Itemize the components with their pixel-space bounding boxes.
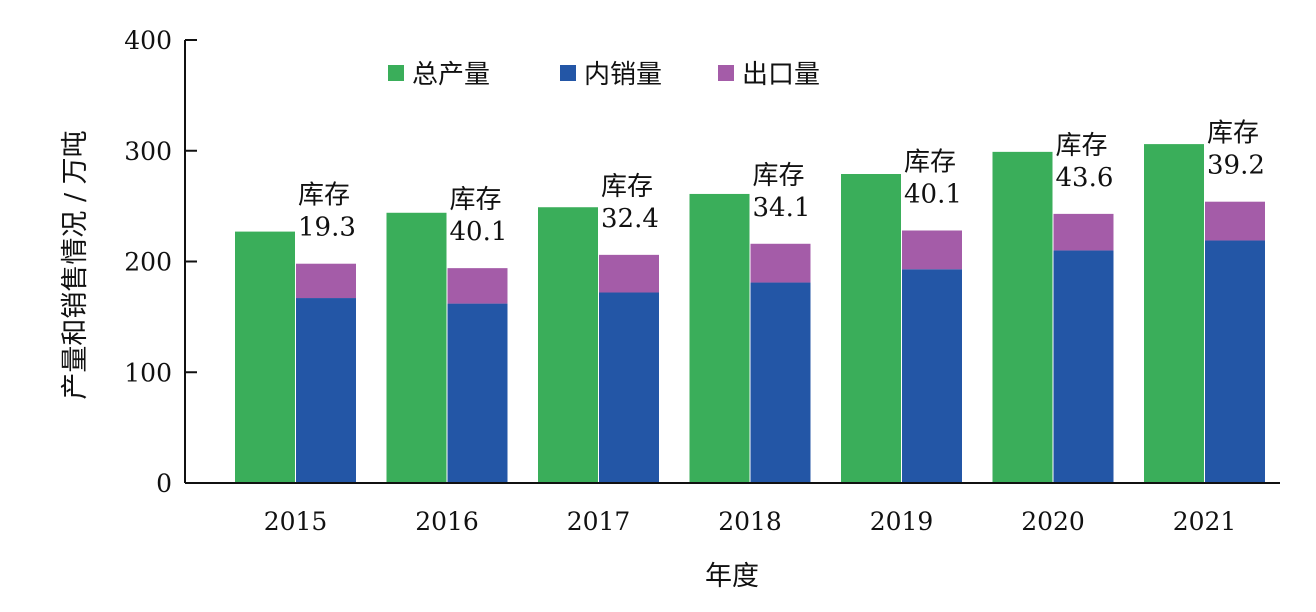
bar-total-2019 bbox=[841, 174, 901, 483]
bar-export-2016 bbox=[447, 268, 508, 304]
bar-export-2019 bbox=[902, 230, 962, 270]
x-tick-label-2016: 2016 bbox=[415, 507, 479, 536]
bar-domestic-2020 bbox=[1053, 250, 1114, 483]
x-tick-label-2015: 2015 bbox=[264, 507, 328, 536]
y-axis-title: 产量和销售情况 / 万吨 bbox=[60, 130, 91, 399]
annotation-label-2016: 库存 bbox=[450, 185, 502, 215]
annotation-label-2020: 库存 bbox=[1056, 131, 1108, 161]
annotation-label-2017: 库存 bbox=[601, 172, 653, 202]
x-ticks: 2015 2016 2017 2018 2019 2020 2021 bbox=[264, 507, 1237, 536]
x-axis-title: 年度 bbox=[705, 561, 759, 592]
bar-domestic-2018 bbox=[750, 282, 811, 483]
x-tick-label-2019: 2019 bbox=[870, 507, 934, 536]
bar-export-2021 bbox=[1205, 201, 1265, 241]
y-ticks: 0 100 200 300 400 bbox=[124, 26, 197, 498]
bar-domestic-2015 bbox=[296, 298, 356, 483]
x-tick-label-2018: 2018 bbox=[718, 507, 782, 536]
bar-total-2015 bbox=[235, 231, 295, 483]
legend-label-1: 总产量 bbox=[412, 60, 490, 90]
bar-export-2017 bbox=[599, 254, 659, 293]
y-tick-label-0: 0 bbox=[156, 469, 172, 498]
bar-total-2017 bbox=[538, 207, 598, 484]
legend-label-2: 内销量 bbox=[584, 60, 662, 90]
annotation-label-2019: 库存 bbox=[904, 147, 956, 177]
legend-swatch-1 bbox=[388, 65, 404, 81]
bar-export-2018 bbox=[750, 243, 811, 283]
annotation-value-2020: 43.6 bbox=[1056, 163, 1114, 193]
annotation-label-2021: 库存 bbox=[1207, 119, 1259, 149]
legend-swatch-2 bbox=[560, 65, 576, 81]
legend: 总产量 内销量 出口量 bbox=[388, 60, 820, 90]
bars-layer bbox=[235, 144, 1265, 484]
y-tick-label-400: 400 bbox=[124, 26, 172, 55]
legend-swatch-3 bbox=[718, 65, 734, 81]
annotation-value-2016: 40.1 bbox=[450, 217, 508, 247]
y-tick-label-300: 300 bbox=[124, 137, 172, 166]
annotation-label-2018: 库存 bbox=[753, 161, 805, 191]
annotation-value-2019: 40.1 bbox=[904, 179, 962, 209]
x-tick-label-2020: 2020 bbox=[1021, 507, 1085, 536]
bar-total-2016 bbox=[386, 212, 447, 483]
bar-total-2021 bbox=[1144, 144, 1204, 484]
bar-export-2015 bbox=[296, 263, 356, 299]
annotation-value-2015: 19.3 bbox=[298, 213, 356, 243]
bar-domestic-2019 bbox=[902, 269, 962, 483]
bar-export-2020 bbox=[1053, 213, 1114, 251]
annotation-value-2017: 32.4 bbox=[601, 204, 659, 234]
annotation-value-2021: 39.2 bbox=[1207, 151, 1265, 181]
bar-total-2020 bbox=[992, 151, 1053, 484]
annotation-value-2018: 34.1 bbox=[753, 193, 811, 223]
bar-domestic-2017 bbox=[599, 292, 659, 483]
annotation-label-2015: 库存 bbox=[298, 181, 350, 211]
bar-total-2018 bbox=[689, 193, 750, 483]
x-tick-label-2017: 2017 bbox=[567, 507, 631, 536]
bar-domestic-2021 bbox=[1205, 240, 1265, 483]
legend-label-3: 出口量 bbox=[742, 60, 820, 90]
bar-domestic-2016 bbox=[447, 303, 508, 483]
x-tick-label-2021: 2021 bbox=[1173, 507, 1237, 536]
y-tick-label-200: 200 bbox=[124, 248, 172, 277]
y-tick-label-100: 100 bbox=[124, 358, 172, 387]
annotations: 库存19.3库存40.1库存32.4库存34.1库存40.1库存43.6库存39… bbox=[298, 119, 1265, 247]
